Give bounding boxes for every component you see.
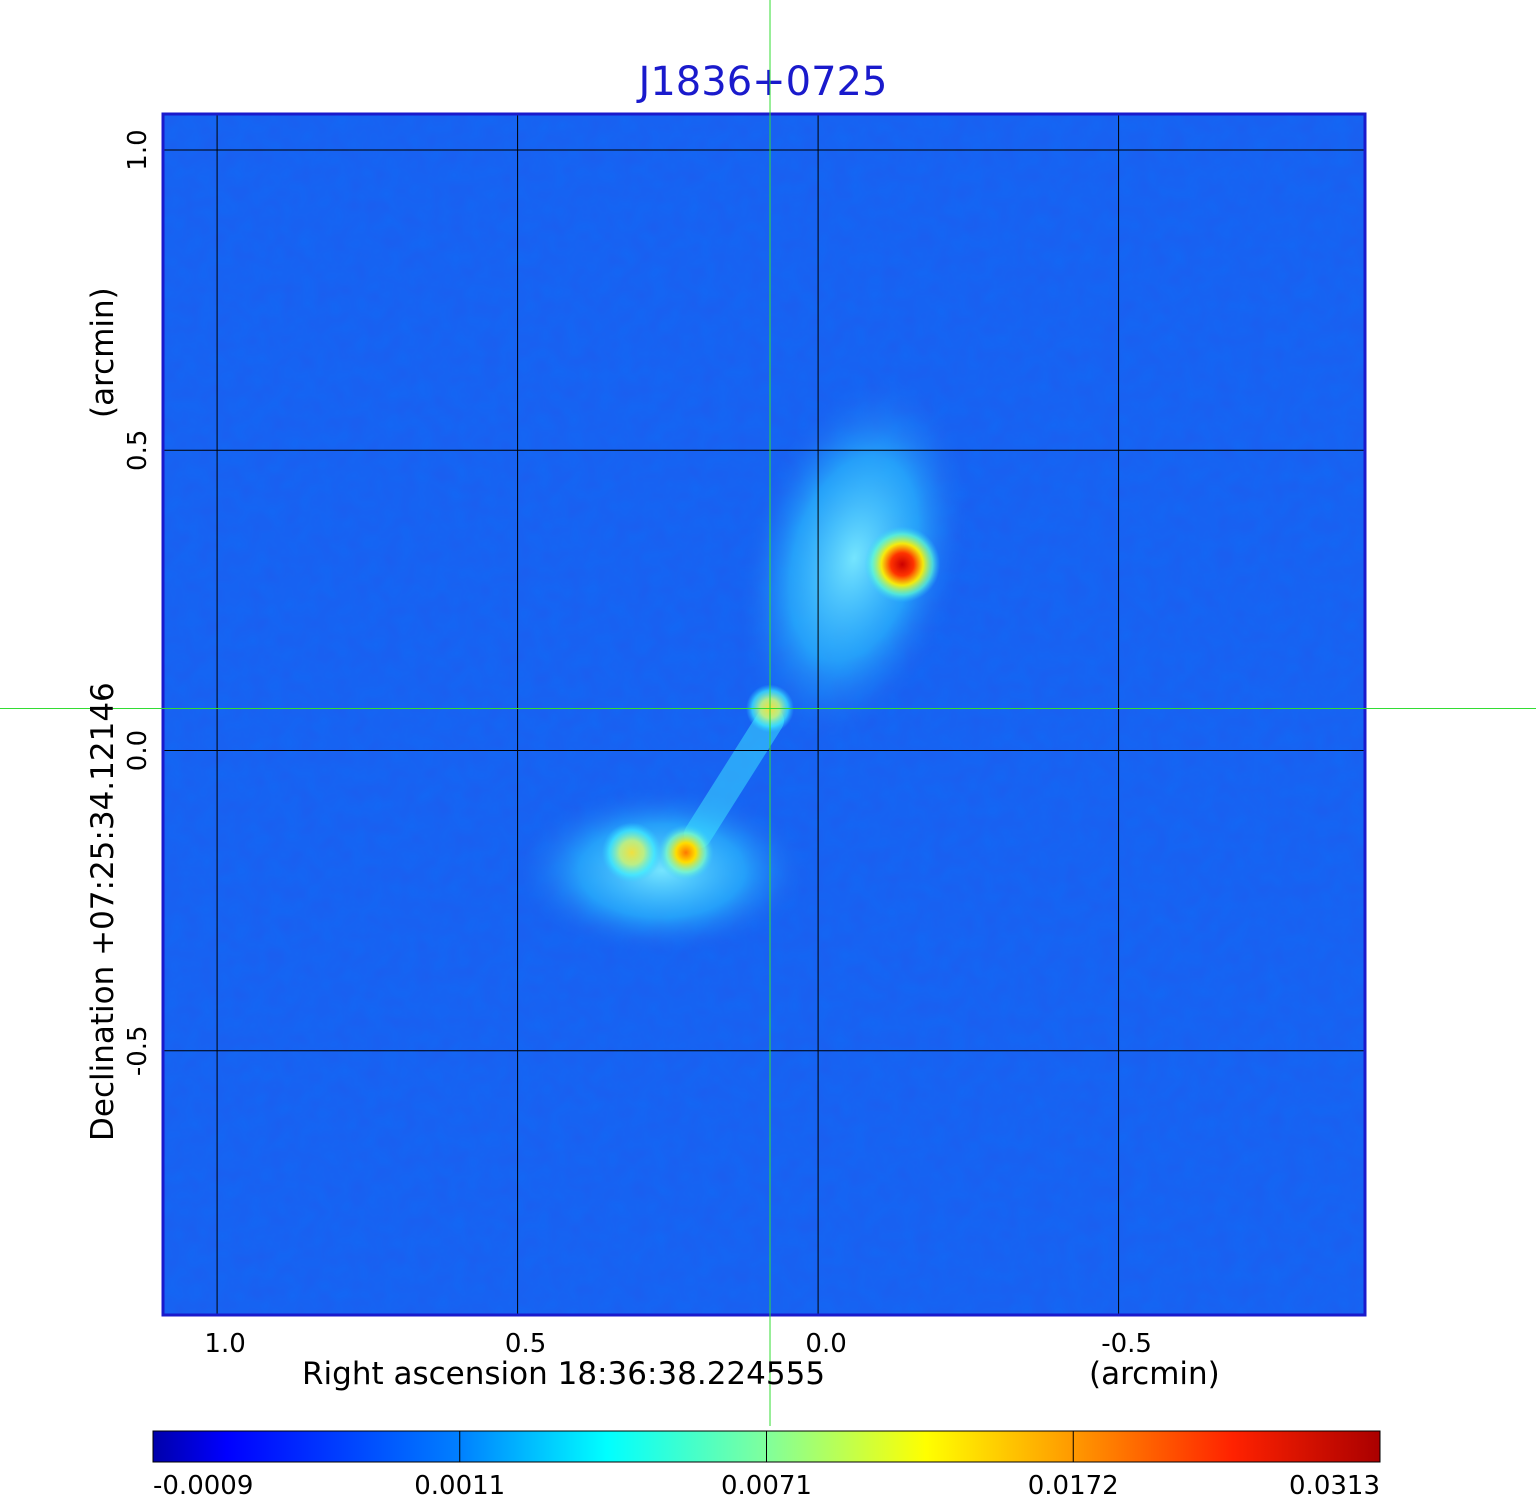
x-axis-unit: (arcmin) xyxy=(1089,1356,1220,1392)
y-tick-labels: 1.0 0.5 0.0 -0.5 xyxy=(123,129,153,1076)
y-axis-unit: (arcmin) xyxy=(85,287,121,418)
source-southern-hotspot-1 xyxy=(657,824,714,881)
y-tick-label: 0.0 xyxy=(123,730,153,771)
colorbar-ticks: -0.0009 0.0011 0.0071 0.0172 0.0313 xyxy=(152,1431,1381,1500)
chart-title: J1836+0725 xyxy=(636,59,888,105)
radio-emission xyxy=(511,372,972,956)
crosshair xyxy=(0,0,1536,1426)
y-tick-label: -0.5 xyxy=(123,1025,153,1076)
coordinate-grid xyxy=(163,114,1365,1315)
y-tick-label: 1.0 xyxy=(123,129,153,170)
colorbar-tick-label: 0.0313 xyxy=(1289,1471,1380,1500)
northern-lobe xyxy=(737,372,972,745)
x-tick-label: 0.0 xyxy=(805,1329,846,1359)
source-southern-hotspot-2 xyxy=(601,822,662,883)
colorbar-tick-label: 0.0172 xyxy=(1028,1471,1119,1500)
colorbar-tick-label: 0.0011 xyxy=(414,1471,505,1500)
x-axis-label: Right ascension 18:36:38.224555 xyxy=(302,1356,825,1392)
colorbar-tick-label: 0.0071 xyxy=(721,1471,812,1500)
colorbar-tick-label: -0.0009 xyxy=(153,1471,253,1500)
southern-lobe xyxy=(511,785,812,956)
jet-bridge xyxy=(683,706,785,849)
x-tick-label: 1.0 xyxy=(204,1329,245,1359)
plot-frame xyxy=(161,112,1367,1317)
source-northern-lobe-hotspot xyxy=(864,526,941,603)
x-tick-label: -0.5 xyxy=(1101,1329,1152,1359)
x-tick-label: 0.5 xyxy=(505,1329,546,1359)
y-tick-label: 0.5 xyxy=(123,430,153,471)
y-axis-label: Declination +07:25:34.12146 xyxy=(85,682,121,1141)
x-tick-labels: 1.0 0.5 0.0 -0.5 xyxy=(204,1329,1152,1359)
